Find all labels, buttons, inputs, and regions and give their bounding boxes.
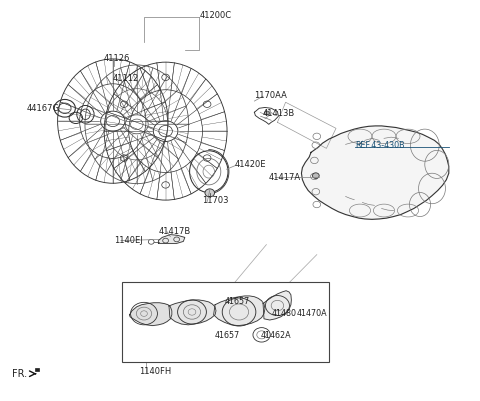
Text: 41657: 41657	[225, 297, 250, 306]
Polygon shape	[169, 300, 216, 325]
Text: 1140EJ: 1140EJ	[114, 236, 143, 245]
Text: 11703: 11703	[203, 196, 229, 205]
Polygon shape	[263, 291, 291, 320]
Polygon shape	[214, 296, 265, 326]
Ellipse shape	[205, 189, 215, 197]
Text: REF.43-430B: REF.43-430B	[355, 141, 405, 150]
Polygon shape	[35, 368, 39, 371]
Text: 1140FH: 1140FH	[139, 367, 171, 376]
Bar	[122, 282, 329, 362]
Text: 41462A: 41462A	[260, 331, 291, 340]
Text: 41417A: 41417A	[269, 173, 301, 182]
Polygon shape	[301, 126, 449, 219]
Text: 41657: 41657	[215, 331, 240, 340]
Ellipse shape	[264, 111, 269, 115]
Ellipse shape	[312, 173, 319, 178]
Text: 1170AA: 1170AA	[254, 91, 287, 100]
Text: 41420E: 41420E	[234, 160, 266, 169]
Text: 41200C: 41200C	[199, 11, 231, 20]
Text: 41413B: 41413B	[263, 109, 295, 117]
Text: FR.: FR.	[12, 369, 28, 379]
Text: 41417B: 41417B	[158, 227, 191, 236]
Text: 44167G: 44167G	[26, 104, 60, 113]
Polygon shape	[158, 235, 185, 243]
Polygon shape	[130, 303, 172, 326]
Ellipse shape	[142, 353, 151, 361]
Text: 41480: 41480	[272, 309, 297, 318]
Text: 41470A: 41470A	[297, 309, 327, 318]
Text: 41126: 41126	[103, 54, 130, 63]
Text: 41112: 41112	[113, 74, 139, 83]
